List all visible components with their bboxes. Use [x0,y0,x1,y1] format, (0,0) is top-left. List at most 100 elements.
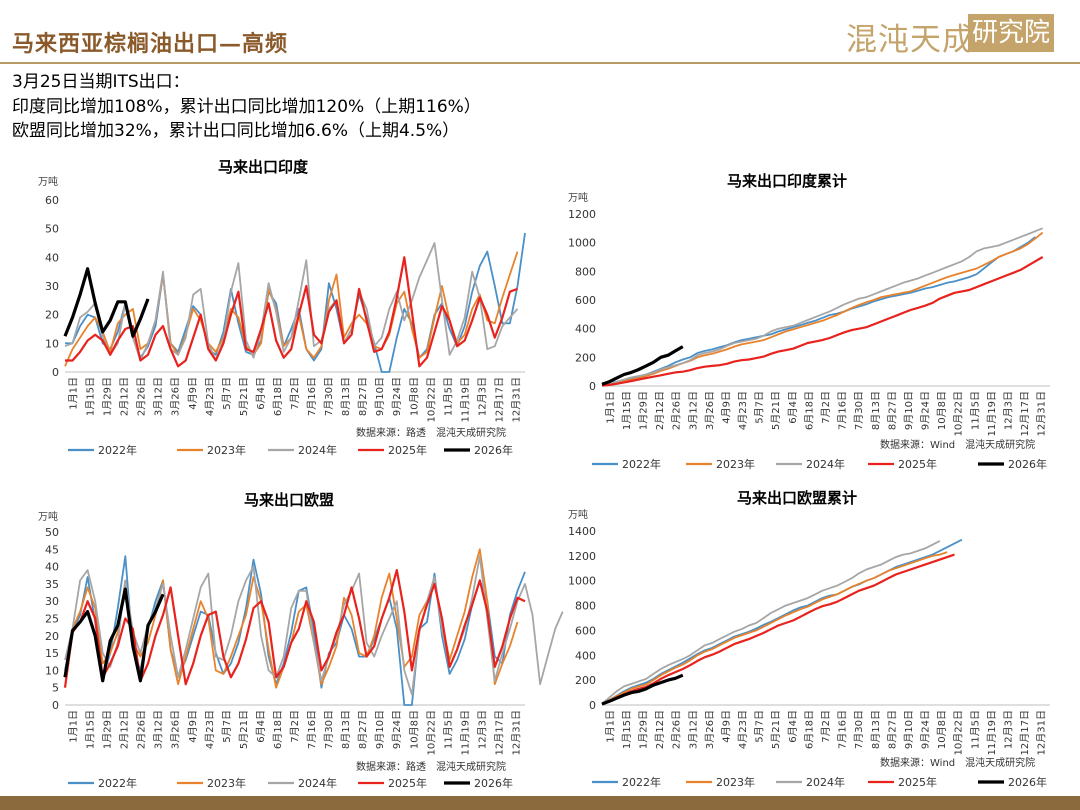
legend-label: 2022年 [622,457,661,471]
x-tick-label: 12月31日 [1036,391,1048,436]
x-tick-label: 4月23日 [204,377,216,416]
x-tick-label: 1月1日 [68,710,80,743]
y-tick-label: 60 [45,194,59,207]
chart-india-cumulative: 万吨 0 200 400 600 800 1000 1200 1月1日 1月15日 1月29日 2月1… [568,191,1050,471]
series-line-2026年 [63,267,150,338]
series-line-2024年 [601,540,941,705]
chart-title-india-cumulative: 马来出口印度累计 [727,172,848,190]
x-tick-label: 12月17日 [1019,391,1031,436]
x-tick-label: 3月26日 [704,710,716,749]
legend-label: 2022年 [98,776,137,790]
y-tick-label: 0 [589,699,596,712]
legend-label: 2025年 [898,457,937,471]
y-tick-label: 600 [575,294,596,307]
y-tick-label: 600 [575,624,596,637]
series-line-2022年 [65,232,526,373]
chart-title-india: 马来出口印度 [218,158,309,176]
y-tick-label: 0 [52,699,59,712]
logo-text: 混沌天成 [846,22,974,58]
x-tick-label: 10月8日 [936,391,948,430]
x-tick-label: 4月23日 [737,710,749,749]
x-tick-label: 7月2日 [289,377,301,410]
source-note: 数据来源：路透 混沌天成研究院 [356,426,506,439]
x-tick-label: 2月26日 [671,391,683,430]
series-line-2024年 [64,242,519,362]
y-unit-label: 万吨 [38,510,58,523]
legend-label: 2024年 [806,775,845,789]
legend-label: 2026年 [474,443,513,457]
y-tick-label: 400 [575,649,596,662]
x-tick-label: 7月2日 [820,391,832,424]
y-tick-label: 1000 [568,237,596,250]
x-tick-label: 10月22日 [425,377,437,422]
y-unit-label: 万吨 [38,175,58,188]
y-tick-label: 1000 [568,575,596,588]
y-tick-label: 0 [52,366,59,379]
x-tick-label: 5月7日 [221,710,233,743]
x-tick-label: 2月12日 [119,377,131,416]
series-line-2024年 [601,227,1044,387]
x-tick-label: 10月8日 [408,710,420,749]
x-tick-label: 5月7日 [221,377,233,410]
source-note: 数据来源：Wind 混沌天成研究院 [880,438,1035,451]
series-line-2023年 [601,551,948,705]
x-tick-label: 1月29日 [102,710,114,749]
x-tick-label: 6月18日 [272,710,284,749]
x-tick-label: 1月15日 [621,710,633,749]
x-tick-label: 3月12日 [153,377,165,416]
x-tick-label: 7月30日 [323,377,335,416]
x-tick-label: 1月15日 [621,391,633,430]
legend-label: 2022年 [98,443,137,457]
summary-line-2: 印度同比增加108%，累计出口同比增加120%（上期116%） [12,96,481,117]
y-tick-label: 40 [45,561,59,574]
y-unit-label: 万吨 [568,508,588,521]
x-tick-label: 7月2日 [820,710,832,743]
header-divider [0,62,1080,64]
x-tick-label: 12月3日 [476,710,488,749]
x-tick-label: 11月19日 [459,377,471,422]
y-tick-label: 25 [45,613,59,626]
x-tick-label: 3月12日 [153,710,165,749]
x-tick-label: 11月19日 [986,391,998,436]
x-tick-label: 4月9日 [720,710,732,743]
y-tick-label: 5 [52,682,59,695]
legend-label: 2023年 [207,443,246,457]
x-tick-label: 5月7日 [754,391,766,424]
x-tick-label: 5月21日 [770,710,782,749]
x-tick-label: 3月26日 [170,377,182,416]
x-tick-label: 2月12日 [654,391,666,430]
legend-label: 2025年 [388,443,427,457]
chart-eu-cumulative: 万吨 0 200 400 600 800 1000 1200 1400 1月1日 1月15日 1月29… [568,508,1050,789]
x-tick-label: 11月5日 [969,391,981,430]
y-tick-label: 10 [45,664,59,677]
series-line-2026年 [601,673,684,706]
x-tick-label: 2月12日 [654,710,666,749]
y-tick-label: 10 [45,337,59,350]
x-tick-label: 11月5日 [442,710,454,749]
x-tick-label: 12月31日 [1036,710,1048,755]
x-tick-label: 5月21日 [238,710,250,749]
x-tick-label: 3月12日 [687,710,699,749]
x-tick-label: 4月9日 [187,710,199,743]
x-tick-label: 12月31日 [510,710,522,755]
x-tick-label: 6月4日 [787,710,799,743]
chart-title-eu-cumulative: 马来出口欧盟累计 [737,489,858,507]
x-tick-label: 4月23日 [737,391,749,430]
x-tick-label: 7月16日 [306,377,318,416]
x-tick-label: 1月29日 [637,391,649,430]
x-tick-label: 1月29日 [102,377,114,416]
chart-india-weekly: 万吨 0 10 20 30 40 50 60 1月1日 1月15日 1月29日 2月12日 2月26日 3… [38,175,526,457]
legend-label: 2025年 [388,776,427,790]
x-tick-label: 12月17日 [1019,710,1031,755]
x-tick-label: 8月27日 [357,377,369,416]
x-tick-label: 1月29日 [637,710,649,749]
series-line-2026年 [601,345,684,386]
x-tick-label: 11月5日 [969,710,981,749]
y-tick-label: 400 [575,323,596,336]
source-note: 数据来源：路透 混沌天成研究院 [356,760,506,773]
y-tick-label: 40 [45,251,59,264]
y-tick-label: 35 [45,578,59,591]
x-tick-label: 10月22日 [953,391,965,436]
x-tick-label: 9月24日 [920,391,932,430]
legend-label: 2025年 [898,775,937,789]
